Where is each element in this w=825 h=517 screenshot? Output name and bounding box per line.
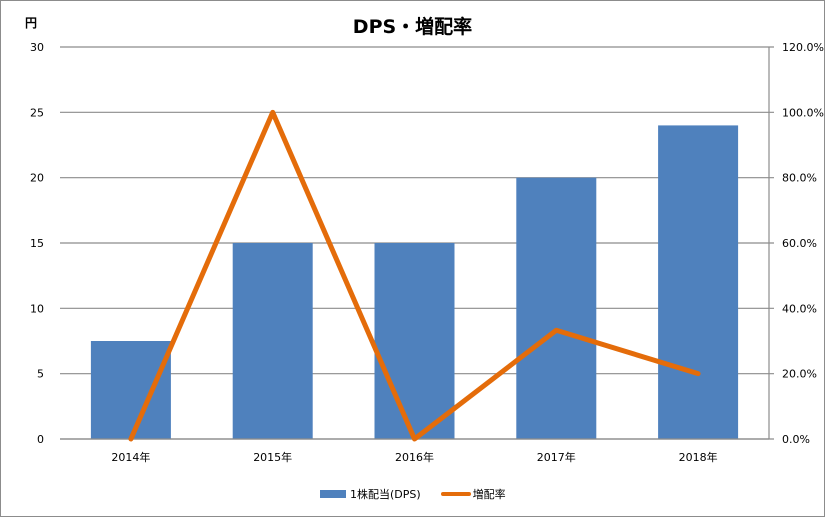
y2-tick-label: 60.0%: [782, 237, 817, 250]
bar: [516, 177, 597, 439]
x-tick-label: 2014年: [111, 450, 150, 464]
y-tick-label: 15: [30, 237, 44, 250]
y2-tick-label: 100.0%: [782, 106, 824, 119]
y-tick-label: 30: [30, 41, 44, 54]
bar: [232, 243, 313, 439]
y-tick-label: 20: [30, 172, 44, 185]
growth-line: [128, 109, 701, 442]
chart-title: DPS・増配率: [352, 16, 473, 38]
x-tick-label: 2015年: [253, 450, 292, 464]
bar: [374, 243, 455, 439]
y2-tick-label: 20.0%: [782, 368, 817, 381]
bar: [90, 341, 171, 439]
bar: [658, 125, 739, 440]
x-tick-label: 2017年: [537, 450, 576, 464]
y2-tick-label: 0.0%: [782, 433, 810, 446]
legend-swatch-bar: [320, 490, 346, 498]
x-tick-label: 2016年: [395, 450, 434, 464]
legend-label-dps: 1株配当(DPS): [350, 488, 421, 501]
x-tick-label: 2018年: [679, 450, 718, 464]
y-tick-label: 5: [37, 368, 44, 381]
y-tick-label: 25: [30, 106, 44, 119]
legend-label-growth: 増配率: [472, 488, 506, 501]
y-tick-label: 0: [37, 433, 44, 446]
y-tick-label: 10: [30, 302, 44, 315]
y2-tick-label: 120.0%: [782, 41, 824, 54]
y-axis-unit-label: 円: [25, 16, 38, 30]
legend-swatch-line: [440, 492, 471, 496]
y2-tick-label: 80.0%: [782, 172, 817, 185]
legend: 1株配当(DPS) 増配率: [320, 486, 506, 502]
y2-tick-label: 40.0%: [782, 302, 817, 315]
